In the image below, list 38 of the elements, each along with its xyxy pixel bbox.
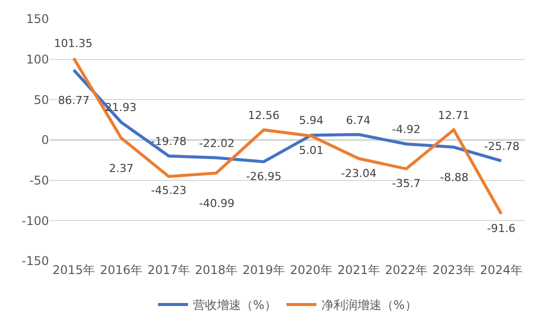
y-tick-label: 150 (26, 12, 49, 26)
y-tick-label: 50 (34, 92, 49, 107)
data-label: -26.95 (246, 170, 282, 183)
data-label: 6.74 (346, 114, 370, 127)
data-label: -4.92 (392, 123, 420, 136)
legend-label: 净利润增速（%） (321, 298, 417, 312)
data-label: 86.77 (58, 94, 90, 107)
data-label: 5.01 (299, 144, 324, 157)
y-tick-label: 0 (41, 133, 49, 148)
x-tick-label: 2015年 (52, 263, 96, 277)
x-tick-label: 2023年 (432, 263, 476, 277)
data-label: -91.6 (487, 222, 516, 235)
y-tick-label: 100 (26, 52, 49, 67)
y-tick-label: -150 (22, 254, 49, 268)
data-label: -22.02 (199, 137, 234, 150)
data-label: -35.7 (392, 177, 420, 190)
x-tick-label: 2018年 (194, 263, 238, 277)
y-tick-label: -100 (22, 214, 49, 228)
x-tick-label: 2021年 (337, 263, 380, 277)
data-label: 12.71 (438, 109, 470, 122)
x-tick-label: 2016年 (100, 263, 143, 277)
data-label: -8.88 (440, 171, 468, 184)
data-label: -45.23 (151, 184, 186, 197)
legend-label: 营收增速（%） (193, 298, 276, 312)
data-label: -23.04 (341, 167, 376, 180)
data-label: 2.37 (109, 162, 134, 175)
data-label: -19.78 (151, 135, 186, 148)
data-label: 101.35 (54, 37, 92, 50)
y-tick-label: -50 (29, 174, 49, 188)
x-tick-label: 2020年 (290, 263, 333, 277)
x-tick-label: 2024年 (480, 263, 523, 277)
x-tick-label: 2022年 (384, 263, 428, 277)
data-label: 5.94 (299, 114, 324, 127)
x-tick-label: 2017年 (147, 263, 190, 277)
data-label: -25.78 (484, 140, 520, 153)
data-label: -40.99 (199, 197, 234, 210)
data-label: 12.56 (248, 109, 280, 122)
x-tick-label: 2019年 (242, 263, 286, 277)
